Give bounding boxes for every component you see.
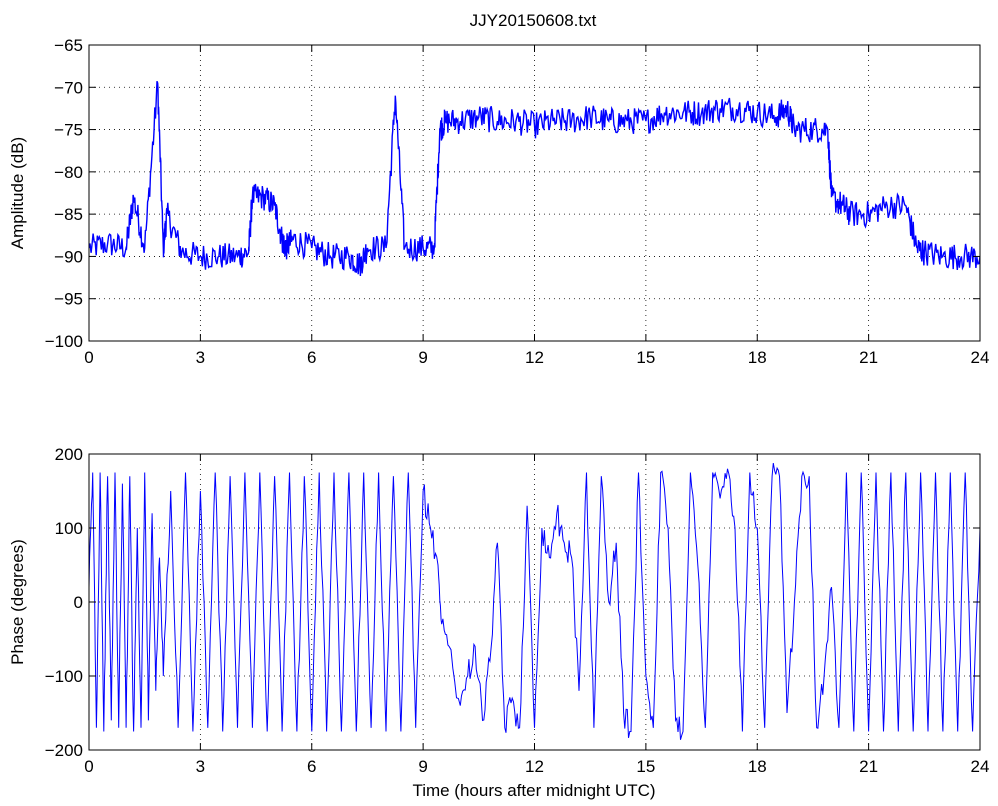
phase-x-tick-label: 24 (971, 757, 990, 776)
phase-x-tick-label: 3 (196, 757, 205, 776)
phase-x-tick-label: 0 (84, 757, 93, 776)
amplitude-x-tick-label: 21 (859, 348, 878, 367)
phase-x-tick-label: 15 (636, 757, 655, 776)
phase-x-tick-label: 21 (859, 757, 878, 776)
amplitude-x-tick-label: 3 (196, 348, 205, 367)
amplitude-plot-area (89, 80, 980, 277)
amplitude-y-axis-label: Amplitude (dB) (8, 137, 27, 249)
phase-axes: 0 3 6 9 12 15 18 21 24 −200 −100 0 100 200 Phase (deg… (8, 445, 989, 800)
amplitude-y-tick-label: −85 (54, 205, 83, 224)
phase-y-tick-label: −100 (45, 667, 83, 686)
phase-y-tick-label: 200 (55, 445, 83, 464)
amplitude-y-tick-label: −95 (54, 290, 83, 309)
amplitude-y-tick-label: −75 (54, 121, 83, 140)
amplitude-x-tick-label: 0 (84, 348, 93, 367)
phase-x-axis-label: Time (hours after midnight UTC) (412, 781, 655, 800)
phase-ticks: 0 3 6 9 12 15 18 21 24 −200 −100 0 100 200 (45, 445, 990, 776)
phase-plot-area (89, 463, 980, 740)
amplitude-x-tick-label: 6 (307, 348, 316, 367)
amplitude-x-tick-label: 15 (636, 348, 655, 367)
amplitude-x-tick-label: 12 (525, 348, 544, 367)
amplitude-x-tick-label: 24 (971, 348, 990, 367)
phase-x-tick-label: 12 (525, 757, 544, 776)
phase-grid (89, 454, 980, 750)
phase-x-tick-label: 9 (418, 757, 427, 776)
amplitude-y-tick-label: −65 (54, 36, 83, 55)
amplitude-axes: 0 3 6 9 12 15 18 21 24−100−95−90−85−80−75−70−65 … (8, 36, 989, 367)
phase-y-axis-label: Phase (degrees) (8, 539, 27, 665)
chart-title: JJY20150608.txt (470, 11, 597, 30)
amplitude-y-tick-label: −90 (54, 247, 83, 266)
phase-x-tick-label: 6 (307, 757, 316, 776)
amplitude-y-tick-label: −70 (54, 78, 83, 97)
phase-x-tick-label: 18 (748, 757, 767, 776)
phase-y-tick-label: 0 (74, 593, 83, 612)
amplitude-ticks: 0 3 6 9 12 15 18 21 24 −100 −95 −90 −85 −80 −75 −70 −65 (45, 36, 990, 367)
amplitude-x-tick-label: 9 (418, 348, 427, 367)
amplitude-x-tick-label: 18 (748, 348, 767, 367)
phase-series-line (89, 463, 980, 740)
phase-y-tick-label: 100 (55, 519, 83, 538)
amplitude-series-line (89, 80, 980, 277)
amplitude-y-tick-label: −80 (54, 163, 83, 182)
phase-y-tick-label: −200 (45, 741, 83, 760)
amplitude-y-tick-label: −100 (45, 332, 83, 351)
